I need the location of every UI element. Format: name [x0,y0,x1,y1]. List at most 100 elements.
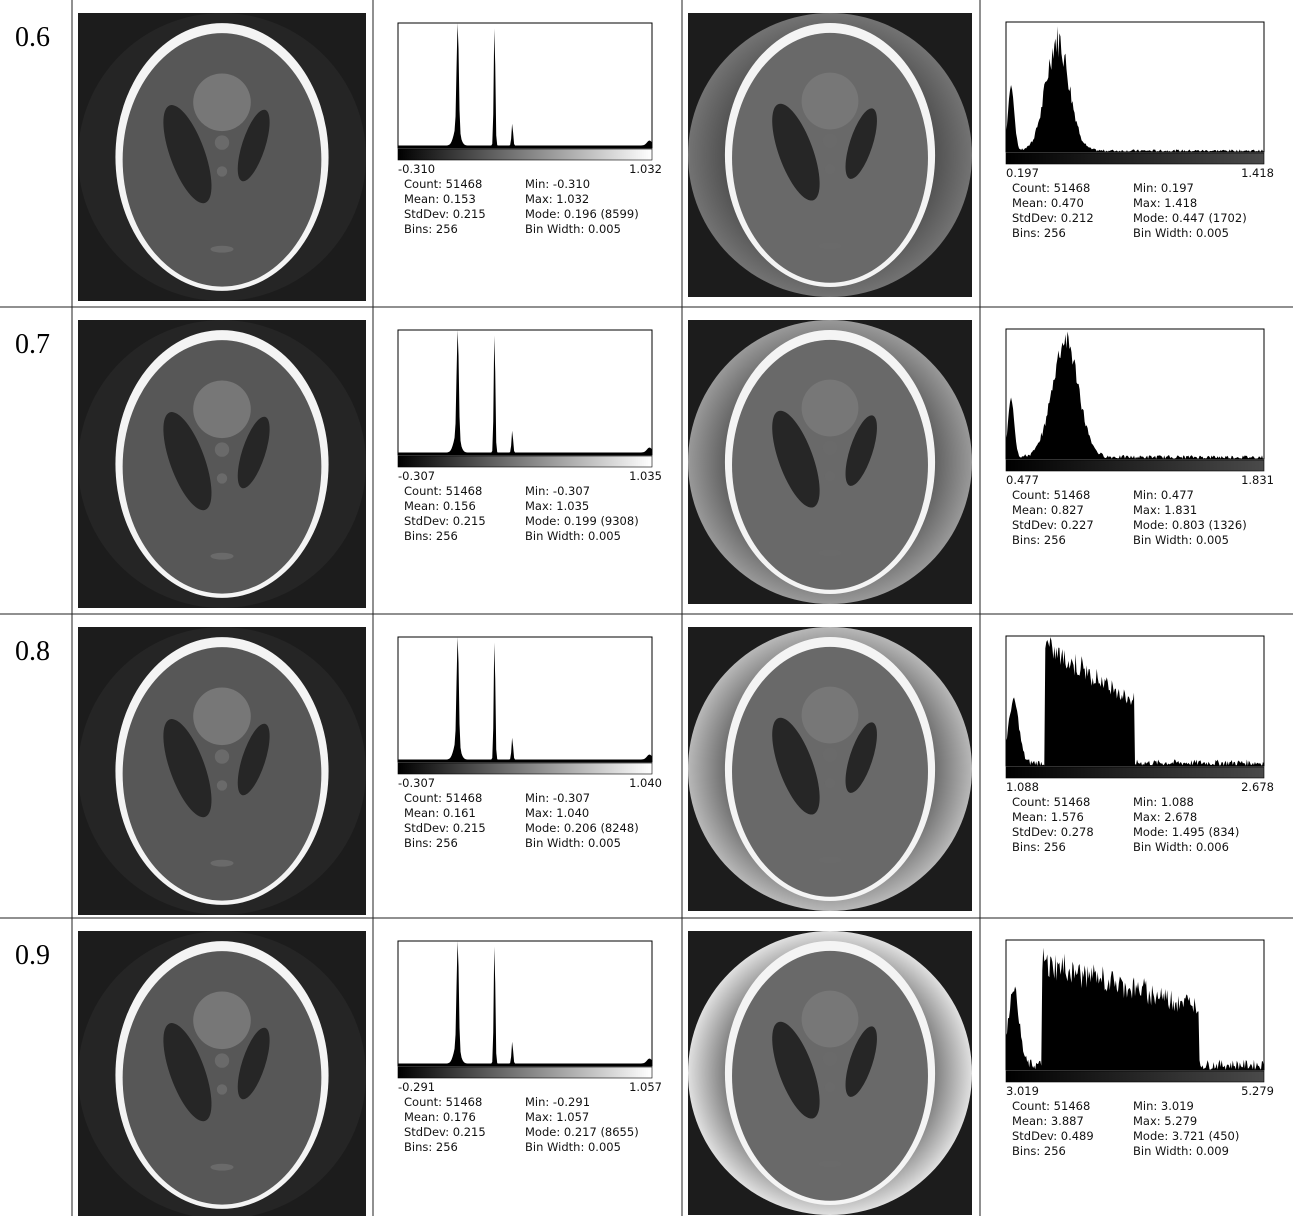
stat: Bin Width: 0.005 [525,1140,621,1154]
stat: Mean: 0.470 [1012,196,1084,210]
stat: Bins: 256 [404,529,458,543]
stat: Mean: 0.156 [404,499,476,513]
spot [822,440,838,455]
stat: Min: 3.019 [1133,1099,1194,1113]
ventricle-right [845,1026,877,1097]
min-label: 0.477 [1006,473,1039,487]
spot [822,133,838,148]
stat: Count: 51468 [404,1095,482,1109]
spot [824,1082,836,1093]
min-label: 1.088 [1006,780,1039,794]
reconstruction-image [688,627,972,911]
ventricle-left [772,1021,820,1119]
stat: Max: 1.057 [525,1110,589,1124]
brain [122,647,322,901]
spot [818,242,842,250]
stat: Min: -0.310 [525,177,590,191]
ventricle-right [237,109,270,182]
ventricle-top [801,686,859,744]
stat: Min: 0.477 [1133,488,1194,502]
histogram-shape [398,330,652,455]
stat: Mean: 1.576 [1012,810,1084,824]
ventricle-right [845,722,877,793]
ventricle-left [163,719,212,818]
max-label: 5.279 [1241,1084,1274,1098]
stat: Count: 51468 [404,791,482,805]
phantom-image [78,931,366,1216]
reconstruction-image [688,931,972,1215]
brain [732,646,928,897]
ventricle-right [845,415,877,486]
row-label: 0.6 [15,22,50,53]
ventricle-right [845,108,877,179]
stat: Count: 51468 [404,484,482,498]
histogram-shape [398,941,652,1066]
stat: StdDev: 0.227 [1012,518,1094,532]
spot [210,1163,234,1171]
stat: StdDev: 0.489 [1012,1129,1094,1143]
spot [818,1160,842,1168]
histogram-frame [1005,939,1265,1071]
stat: StdDev: 0.278 [1012,825,1094,839]
stat: Mean: 3.887 [1012,1114,1084,1128]
gradient-bar [397,1066,653,1079]
max-label: 1.035 [629,469,662,483]
phantom-image [78,320,366,608]
stat: Bins: 256 [1012,1144,1066,1158]
stat: Count: 51468 [404,177,482,191]
stat: Bin Width: 0.005 [525,222,621,236]
brain [732,32,928,283]
histogram-frame [397,329,653,456]
stat: Bins: 256 [1012,533,1066,547]
ventricle-left [772,717,820,815]
stat: Max: 2.678 [1133,810,1197,824]
ventricle-right [237,723,270,796]
spot [824,471,836,482]
min-label: -0.307 [398,776,435,790]
spot [818,549,842,557]
histogram-frame [1005,635,1265,767]
stat: Max: 1.040 [525,806,589,820]
stat: Mode: 0.196 (8599) [525,207,639,221]
spot [822,1051,838,1066]
stat: StdDev: 0.215 [404,821,486,835]
min-label: 0.197 [1006,166,1039,180]
ventricle-top [801,990,859,1048]
brain [732,339,928,590]
stat: Min: -0.307 [525,484,590,498]
reconstruction-image [688,320,972,604]
stat: Bins: 256 [1012,226,1066,240]
spot [824,778,836,789]
brain [122,340,322,594]
ventricle-top [801,379,859,437]
stat: Bin Width: 0.005 [525,836,621,850]
histogram-frame [397,22,653,149]
spot [214,749,230,764]
ventricle-left [163,105,212,204]
histogram-frame [397,940,653,1067]
spot [216,780,228,791]
ventricle-left [163,412,212,511]
stat: Count: 51468 [1012,488,1090,502]
spot [214,135,230,150]
gradient-bar [397,148,653,161]
ventricle-left [772,410,820,508]
row-label: 0.9 [15,940,50,971]
stat: Max: 5.279 [1133,1114,1197,1128]
stat: Bin Width: 0.005 [1133,533,1229,547]
spot [210,552,234,560]
spot [822,747,838,762]
gradient-bar [1005,766,1265,779]
max-label: 1.032 [629,162,662,176]
min-label: -0.291 [398,1080,435,1094]
stat: StdDev: 0.215 [404,207,486,221]
stat: Bins: 256 [404,1140,458,1154]
stat: Max: 1.035 [525,499,589,513]
ventricle-top [801,72,859,130]
max-label: 1.057 [629,1080,662,1094]
stat: Max: 1.418 [1133,196,1197,210]
stat: Mode: 0.206 (8248) [525,821,639,835]
stat: Count: 51468 [1012,795,1090,809]
